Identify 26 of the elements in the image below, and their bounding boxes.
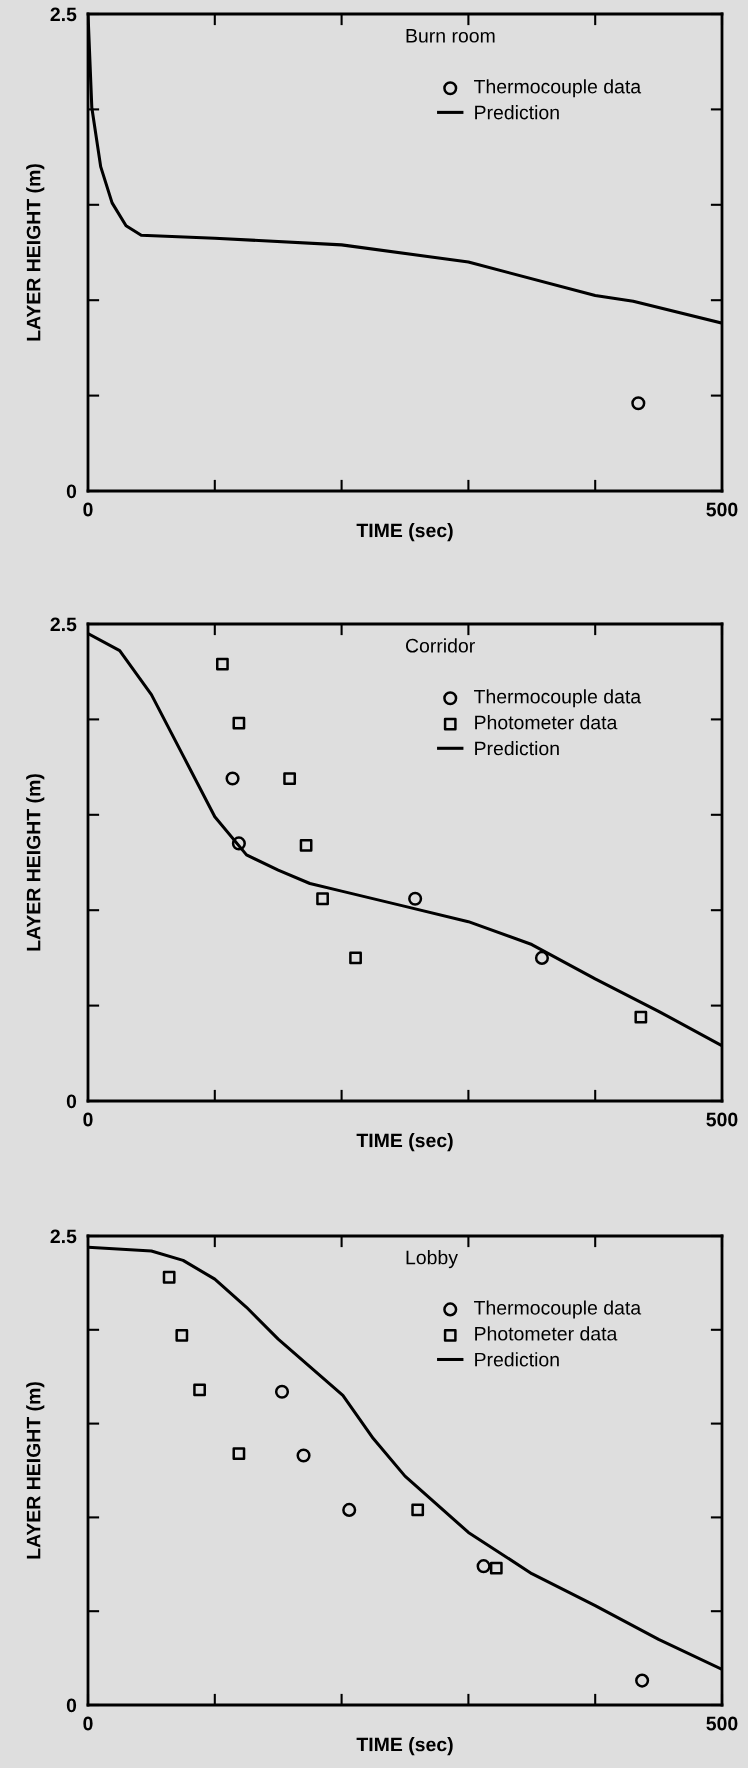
- y-tick-label: 2.5: [50, 7, 77, 22]
- text: Corridor: [405, 638, 475, 653]
- y-tick-label: 2.5: [50, 617, 77, 632]
- legend-label: Thermocouple data: [474, 79, 642, 98]
- y-tick-label: 0: [66, 1094, 77, 1109]
- x-axis-title: TIME (sec): [356, 1737, 453, 1756]
- y-axis-title: LAYER HEIGHT (m): [26, 164, 45, 341]
- x-axis-title: TIME (sec): [356, 523, 453, 542]
- legend-label: Prediction: [475, 105, 559, 120]
- legend-label: Photometer data: [475, 715, 618, 730]
- x-tick-label: 500: [706, 502, 738, 517]
- text: Lobby: [406, 1250, 458, 1269]
- y-tick-label: 0: [66, 1698, 77, 1713]
- legend-label: Prediction: [475, 1352, 559, 1367]
- x-tick-label: 500: [706, 1112, 738, 1127]
- x-axis-title: TIME (sec): [356, 1133, 453, 1152]
- y-axis-title: LAYER HEIGHT (m): [26, 1382, 45, 1559]
- text: Burn room: [406, 29, 495, 43]
- legend-label: Photometer data: [475, 1326, 618, 1341]
- legend-label: Prediction: [475, 741, 559, 756]
- y-tick-label: 0: [66, 484, 77, 499]
- y-axis-title: LAYER HEIGHT (m): [26, 774, 45, 951]
- legend-label: Thermocouple data: [474, 1300, 642, 1319]
- y-tick-label: 2.5: [50, 1229, 77, 1244]
- x-tick-label: 500: [706, 1716, 738, 1731]
- legend-label: Thermocouple data: [474, 689, 642, 708]
